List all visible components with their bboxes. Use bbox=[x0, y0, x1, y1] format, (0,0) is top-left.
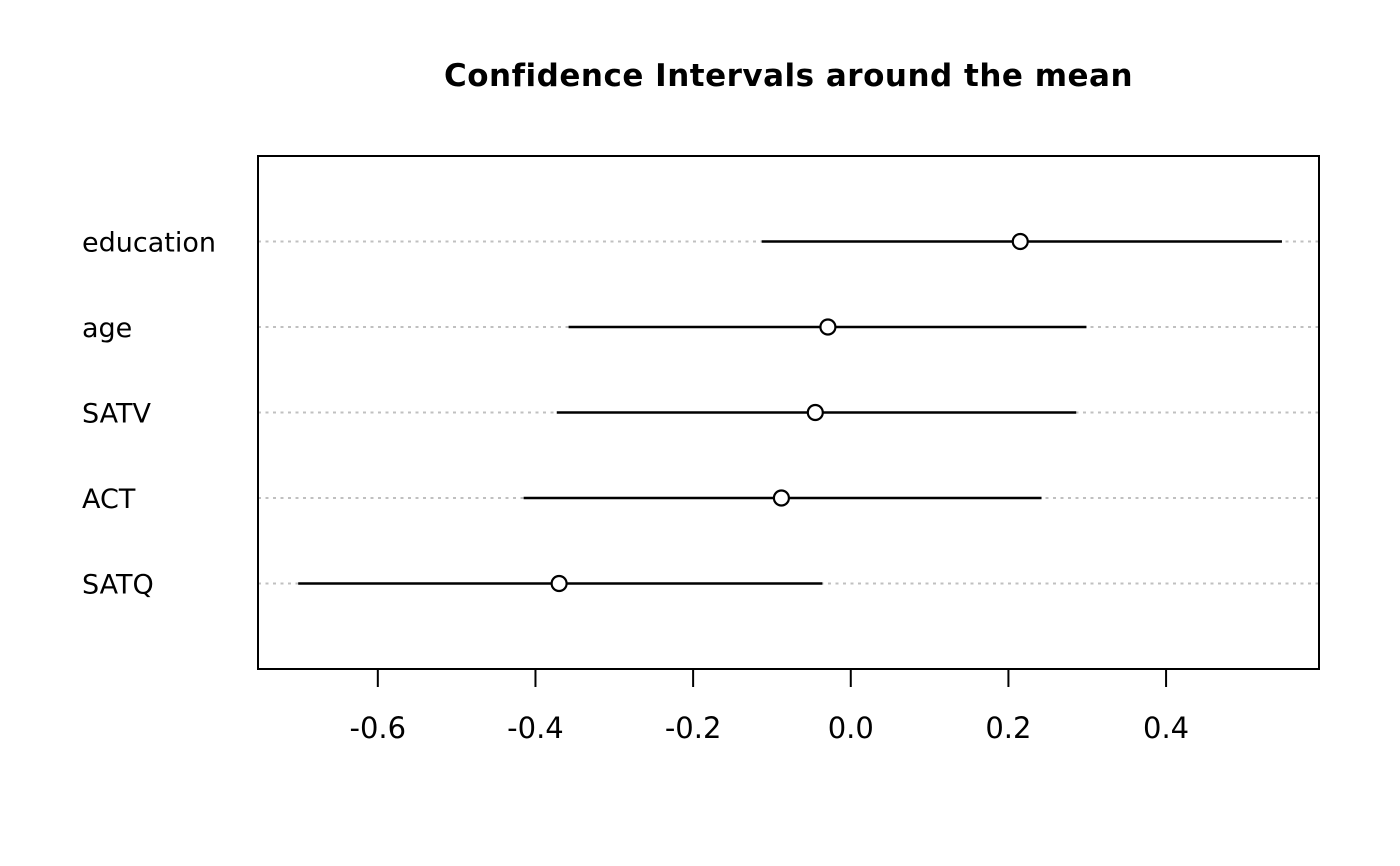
y-label-SATQ: SATQ bbox=[82, 570, 154, 601]
plot-box-border bbox=[257, 155, 1320, 670]
mean-marker-SATV bbox=[806, 403, 824, 422]
x-tick-label-0.0: 0.0 bbox=[828, 711, 874, 745]
x-tick-label-0.2: 0.2 bbox=[985, 711, 1031, 745]
mean-marker-ACT bbox=[772, 489, 791, 507]
x-tick-label--0.4: -0.4 bbox=[507, 711, 564, 745]
mean-marker-education bbox=[1011, 232, 1029, 251]
mean-marker-age bbox=[819, 318, 837, 336]
x-tick-label--0.6: -0.6 bbox=[350, 711, 407, 745]
y-label-ACT: ACT bbox=[82, 484, 136, 515]
y-label-age: age bbox=[82, 313, 132, 344]
chart-title: Confidence Intervals around the mean bbox=[443, 58, 1134, 94]
mean-marker-SATQ bbox=[550, 574, 568, 593]
x-tick-label--0.2: -0.2 bbox=[665, 711, 722, 745]
y-label-education: education bbox=[82, 228, 216, 259]
y-label-SATV: SATV bbox=[82, 399, 152, 430]
x-tick-label-0.4: 0.4 bbox=[1143, 711, 1189, 745]
